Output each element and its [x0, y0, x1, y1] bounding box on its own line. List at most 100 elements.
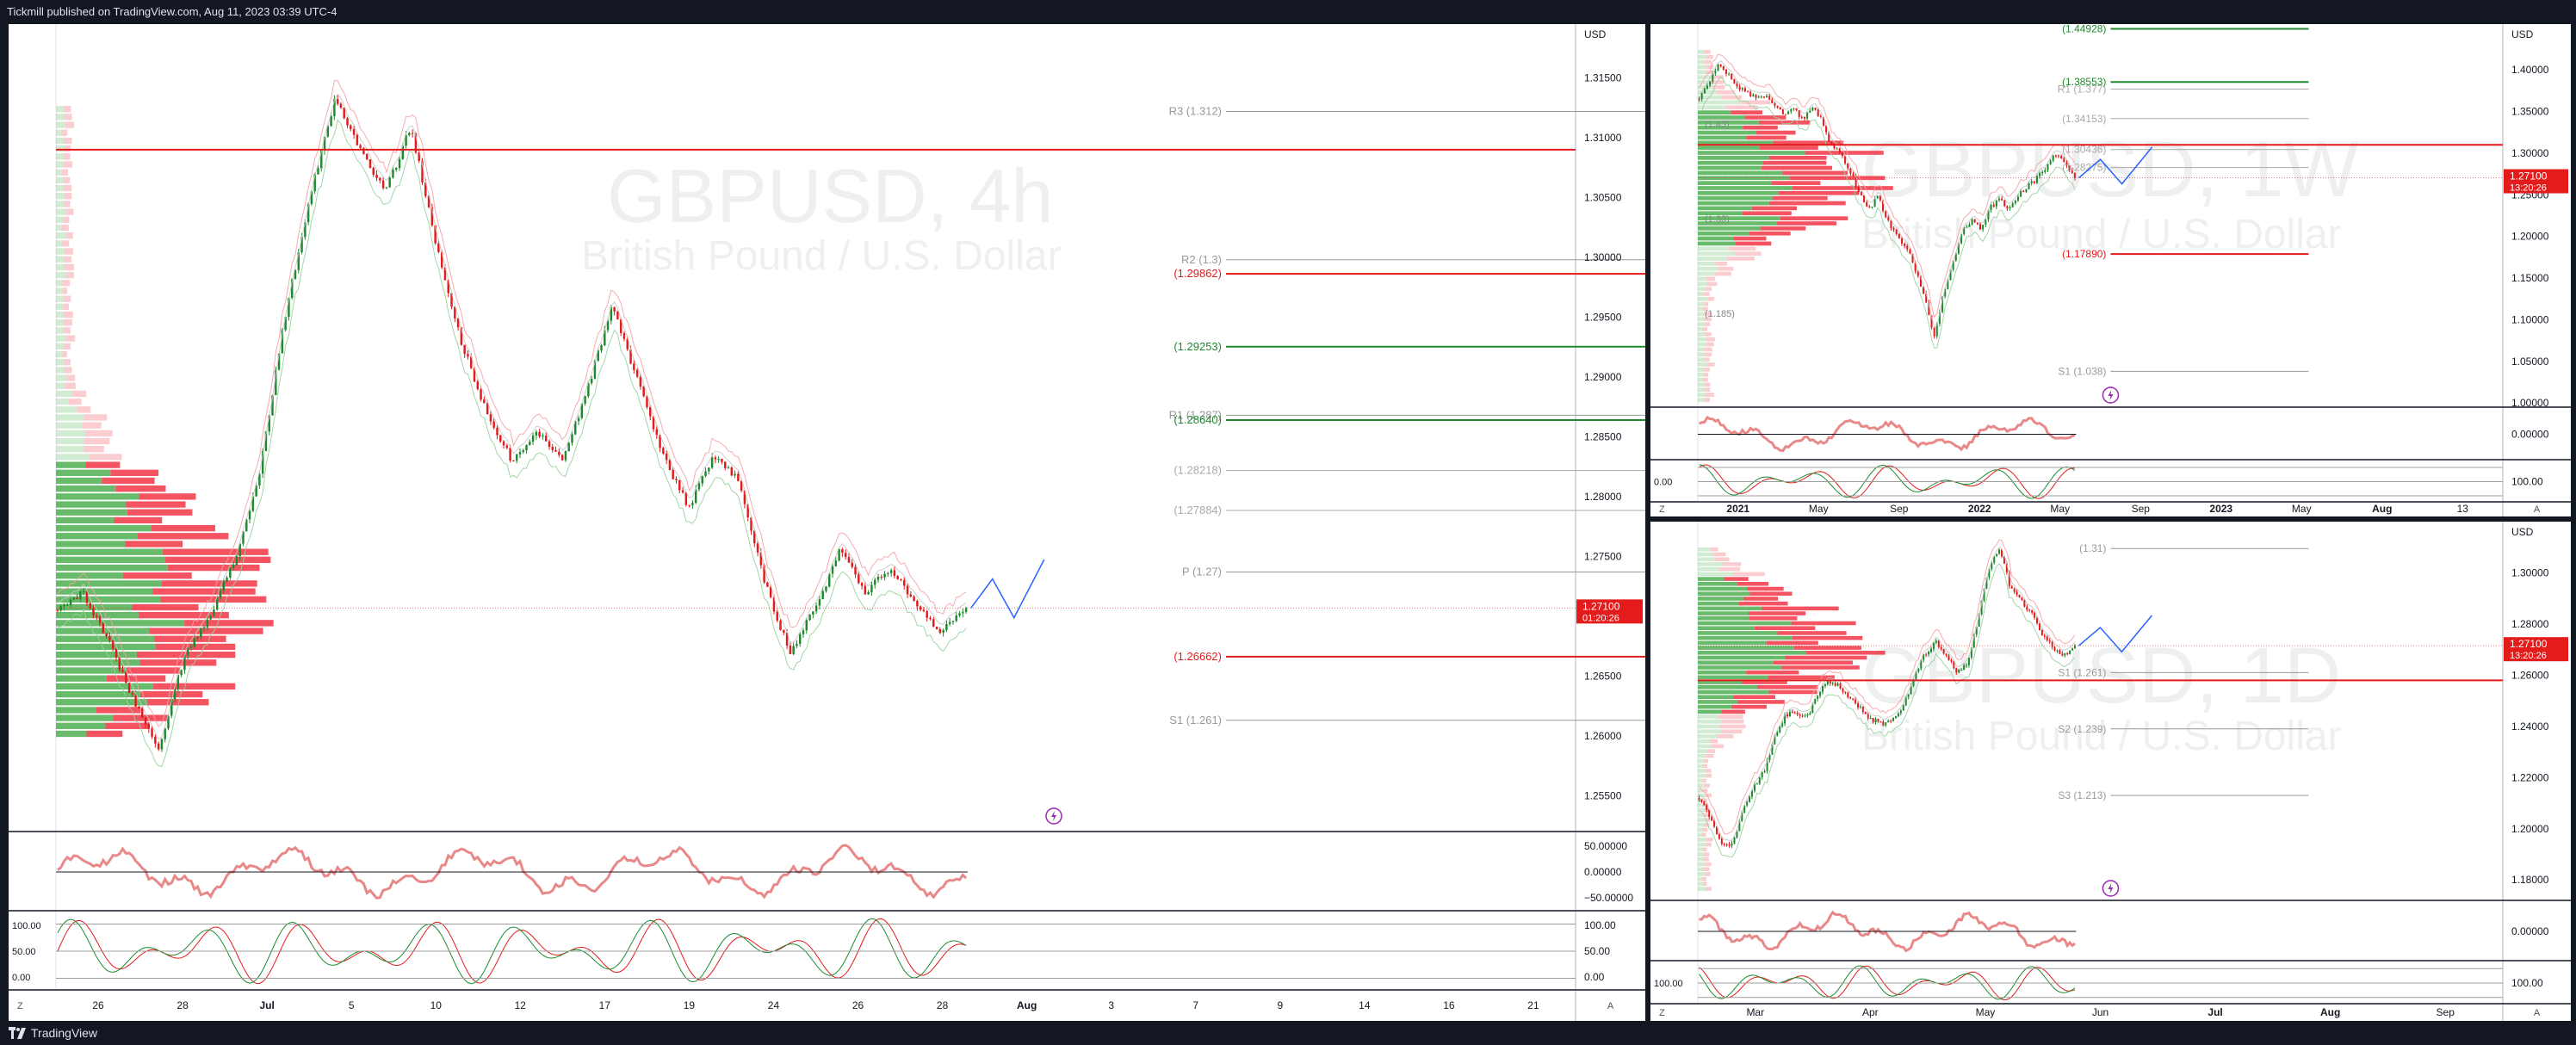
chart-panel-4h[interactable]: USD GBPUSD, 4h British Pound / U.S. Dollar… — [9, 24, 1645, 1021]
volume-profile-bar-up — [1698, 50, 1705, 54]
volume-profile-bar-down — [64, 114, 72, 121]
volume-profile-bar-down — [1740, 100, 1771, 105]
volume-profile-bar-down — [1792, 186, 1893, 190]
pivot-level-label: R3 (1.312) — [1169, 104, 1222, 117]
volume-profile-bar-down — [1760, 226, 1806, 231]
projection-path[interactable] — [2078, 615, 2152, 653]
volume-profile-bar-up — [56, 208, 66, 215]
candle-body — [82, 591, 85, 592]
time-axis-tick: Sep — [2132, 503, 2151, 515]
candle-body — [304, 222, 307, 238]
volume-profile-bar-down — [86, 730, 123, 738]
candle-body — [115, 648, 118, 658]
volume-profile-bar-down — [1702, 377, 1708, 382]
volume-profile-bar-up — [1698, 121, 1759, 125]
volume-profile-bar-down — [1746, 135, 1786, 140]
candle-body — [1906, 245, 1909, 250]
candle-body — [1819, 691, 1822, 696]
volume-profile-bar-up — [1698, 640, 1767, 646]
volume-profile-bar-down — [1806, 651, 1886, 655]
volume-profile-bar-up — [56, 295, 65, 302]
zoom-button[interactable]: Z — [1659, 1008, 1665, 1018]
lightning-icon[interactable] — [1045, 807, 1062, 825]
price-axis-tick: 1.29000 — [1584, 371, 1622, 383]
volume-profile-bar-down — [1704, 382, 1711, 387]
volume-profile-bar-up — [56, 564, 168, 572]
candle-body — [2008, 572, 2010, 586]
candle-body — [76, 597, 78, 599]
candle-body — [1899, 710, 1902, 714]
volume-profile-bar-up — [1698, 566, 1719, 572]
zoom-button[interactable]: Z — [17, 1001, 23, 1011]
volume-profile-bar-up — [56, 137, 65, 145]
lightning-icon[interactable] — [2102, 386, 2120, 404]
candle-body — [1749, 796, 1751, 802]
projection-path[interactable] — [2078, 146, 2153, 185]
candle-body — [317, 168, 319, 175]
volume-profile-bar-up — [56, 161, 65, 168]
volume-profile-bar-down — [1702, 847, 1707, 852]
candle-body — [1703, 89, 1706, 94]
chart-panel-1w[interactable]: USD GBPUSD, 1W British Pound / U.S. Dollar… — [1650, 24, 2571, 516]
candle-body — [841, 548, 844, 553]
auto-scale-button[interactable]: A — [1607, 1001, 1614, 1011]
pivot-level-label: S3 (1.213) — [2058, 789, 2106, 801]
time-axis-tick: 24 — [768, 999, 780, 1011]
volume-profile-bar-down — [1743, 597, 1779, 601]
candle-body — [1874, 719, 1877, 722]
time-axis-tick: 19 — [684, 999, 696, 1011]
candle-body — [1776, 105, 1779, 108]
auto-scale-button[interactable]: A — [2534, 504, 2541, 515]
candle-body — [92, 608, 95, 616]
candle-body — [593, 361, 597, 379]
candle-body — [1844, 691, 1847, 693]
zoom-button[interactable]: Z — [1659, 504, 1665, 515]
volume-profile-bar-down — [64, 327, 71, 334]
chart-panel-1d[interactable]: USD GBPUSD, 1D British Pound / U.S. Dollar… — [1650, 522, 2571, 1021]
volume-profile-bar-down — [1781, 665, 1860, 670]
candle-body — [1995, 200, 1997, 207]
volume-profile-bar-up — [56, 446, 84, 453]
volume-profile-bar-down — [63, 184, 72, 192]
volume-profile-bar-down — [64, 137, 72, 145]
candle-body — [938, 628, 942, 634]
pivot-level-label: S1 (1.261) — [1169, 714, 1222, 727]
volume-profile-bar-down — [1706, 887, 1712, 891]
candle-body — [1864, 712, 1867, 714]
projection-path[interactable] — [970, 559, 1045, 620]
volume-profile-bar-up — [1698, 577, 1725, 581]
candle-body — [1988, 569, 1991, 578]
volume-profile-bar-up — [1698, 54, 1707, 59]
volume-profile-bar-down — [76, 406, 91, 413]
volume-profile-bar-up — [56, 406, 77, 413]
auto-scale-button[interactable]: A — [2534, 1008, 2541, 1018]
volume-profile-bar-up — [56, 256, 65, 263]
candle-body — [1890, 220, 1892, 229]
volume-profile-bar-up — [1698, 749, 1707, 753]
lightning-icon[interactable] — [2102, 880, 2120, 897]
candle-body — [2003, 556, 2005, 564]
candle-body — [1791, 711, 1793, 713]
volume-profile-bar-up — [1698, 626, 1755, 630]
candle-body — [447, 280, 449, 294]
volume-profile-bar-down — [64, 153, 71, 160]
volume-profile-bar-up — [56, 184, 64, 192]
volume-profile-bar-up — [1698, 552, 1713, 557]
candle-body — [1971, 219, 1973, 225]
candle-body — [2052, 155, 2054, 161]
candle-body — [2048, 640, 2051, 642]
volume-profile-bar-up — [1698, 271, 1715, 276]
candle-body — [213, 609, 215, 616]
candle-body — [522, 450, 524, 453]
candle-body — [1803, 117, 1806, 119]
volume-profile-bar-down — [1705, 398, 1711, 402]
candle-body — [1857, 703, 1860, 708]
candle-body — [330, 115, 332, 127]
candle-body — [323, 136, 326, 151]
candle-body — [929, 617, 932, 620]
candle-body — [1829, 681, 1831, 683]
candle-body — [1700, 93, 1703, 100]
